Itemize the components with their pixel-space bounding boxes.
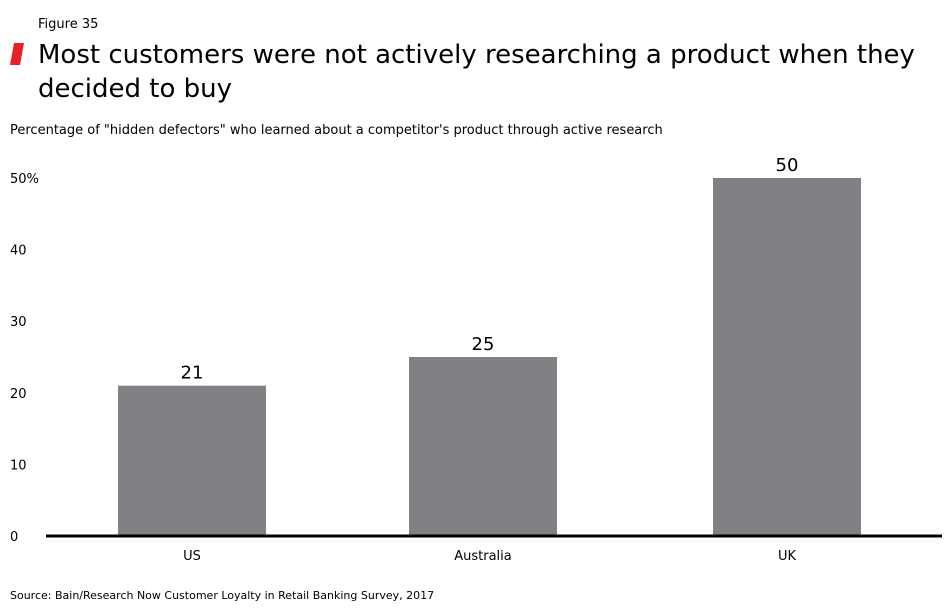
x-tick-label: US <box>183 549 201 564</box>
y-tick-label: 0 <box>10 530 18 545</box>
chart-title: Most customers were not actively researc… <box>38 40 915 104</box>
x-tick-label: UK <box>778 549 797 564</box>
title-marker-icon <box>10 43 24 65</box>
figure-label: Figure 35 <box>38 17 99 32</box>
data-label: 50 <box>776 155 799 176</box>
y-tick-label: 10 <box>10 458 27 473</box>
title-marker-shape <box>10 43 24 65</box>
y-tick-label: 20 <box>10 387 27 402</box>
bar-uk <box>713 178 861 536</box>
y-tick-label: 30 <box>10 315 27 330</box>
y-tick-label: 40 <box>10 244 27 259</box>
source-note: Source: Bain/Research Now Customer Loyal… <box>10 589 435 602</box>
y-tick-label: 50% <box>10 172 39 187</box>
data-label: 21 <box>181 363 204 384</box>
bar-australia <box>409 357 557 536</box>
x-tick-label: Australia <box>454 549 512 564</box>
bar-chart: 0 10 20 30 40 50% 21 US 25 Australia 50 UK <box>10 155 942 564</box>
data-label: 25 <box>472 334 495 355</box>
bar-us <box>118 385 266 536</box>
chart-subtitle: Percentage of "hidden defectors" who lea… <box>10 123 663 138</box>
